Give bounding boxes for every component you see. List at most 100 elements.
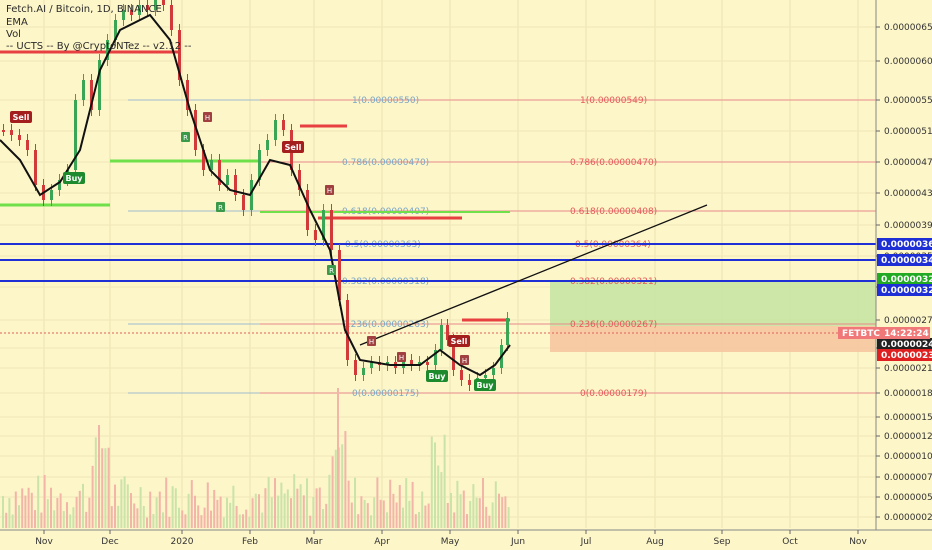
volume-bar — [261, 512, 264, 528]
candle-body — [170, 5, 173, 30]
volume-bar — [488, 515, 491, 528]
x-tick-label: Feb — [242, 537, 258, 547]
volume-bar — [286, 489, 289, 528]
marker-r-label: R — [218, 204, 223, 212]
candle-body — [418, 362, 421, 365]
volume-bar — [350, 502, 353, 528]
x-tick-label: Nov — [35, 537, 53, 547]
volume-bar — [392, 493, 395, 528]
price-box — [877, 349, 932, 361]
volume-bar — [312, 496, 315, 528]
volume-bar — [139, 487, 142, 528]
volume-bar — [386, 512, 388, 528]
volume-bar — [296, 488, 299, 528]
volume-bar — [85, 511, 88, 528]
sell-signal-box — [282, 141, 304, 153]
volume-bar — [354, 477, 356, 528]
volume-bar — [360, 496, 363, 528]
volume-bar — [328, 474, 331, 528]
candle-body — [484, 375, 487, 378]
x-tick-label: Sep — [714, 537, 731, 547]
volume-bar — [136, 508, 139, 528]
candle-body — [282, 120, 285, 130]
volume-bar — [411, 481, 414, 528]
candle-body — [50, 190, 53, 200]
price-box-label: 0.00000322 — [881, 275, 932, 285]
volume-bar — [427, 503, 430, 528]
fib-label-left: 0(0.00000175) — [352, 389, 419, 399]
volume-bar — [78, 490, 81, 528]
buy-signal-box — [63, 172, 85, 184]
volume-bar — [120, 479, 123, 528]
volume-bar — [466, 514, 468, 528]
volume-bar — [402, 507, 404, 528]
candle-body — [26, 140, 29, 150]
candle-body — [186, 80, 189, 110]
candle-body — [106, 40, 109, 60]
marker-h-label: H — [399, 354, 404, 362]
volume-bar — [98, 425, 100, 528]
volume-bar — [69, 514, 72, 528]
trendline — [359, 204, 708, 346]
volume-bar — [277, 495, 280, 528]
ticker-box — [838, 327, 930, 339]
x-tick-label: Nov — [849, 537, 867, 547]
sell-signal-box — [448, 335, 470, 347]
volume-bar — [194, 495, 196, 528]
volume-bar — [21, 488, 24, 528]
candle-body — [386, 362, 389, 365]
volume-bar — [334, 449, 337, 528]
marker-h — [397, 352, 406, 362]
volume-bar — [203, 507, 206, 528]
volume-bar — [475, 497, 478, 528]
volume-bar — [187, 493, 190, 528]
volume-bar — [107, 447, 110, 528]
sell-signal-label: Sell — [13, 113, 30, 122]
ticker-countdown: 14:22:24 — [884, 329, 929, 339]
fib-label-right: 0.236(0.00000267) — [570, 320, 657, 330]
buy-signal-label: Buy — [428, 372, 446, 381]
volume-bar — [395, 502, 398, 528]
volume-bar — [168, 516, 171, 528]
volume-bar — [315, 488, 318, 528]
volume-bar — [318, 487, 321, 528]
candle-body — [242, 195, 245, 210]
volume-bar — [258, 494, 260, 528]
x-tick-label: Oct — [782, 537, 798, 547]
volume-bar — [222, 517, 225, 528]
volume-bar — [213, 489, 216, 528]
marker-h — [367, 336, 376, 346]
volume-bar — [337, 388, 339, 528]
ticker-symbol: FETBTC — [842, 329, 880, 339]
volume-bar — [462, 490, 465, 528]
volume-bar — [453, 512, 456, 528]
volume-bar — [501, 497, 504, 528]
price-box-label: 0.00000366 — [881, 240, 932, 250]
volume-bar — [190, 480, 193, 528]
volume-bar — [27, 487, 30, 528]
candle-body — [194, 110, 197, 150]
volume-bar — [485, 506, 488, 528]
volume-bar — [491, 502, 494, 528]
volume-bar — [158, 491, 161, 528]
candle-body — [426, 362, 429, 365]
candle-body — [122, 10, 125, 20]
marker-h-label: H — [327, 187, 332, 195]
x-tick-label: Apr — [374, 537, 390, 547]
candle-body — [338, 250, 341, 300]
price-box-label: 0.00000230 — [881, 351, 932, 361]
volume-bar — [8, 498, 11, 528]
target-zone — [550, 281, 876, 326]
volume-bar — [370, 515, 372, 528]
indicator-ema: EMA — [6, 17, 28, 28]
fib-label-right: 0.786(0.00000470) — [570, 158, 657, 168]
volume-bar — [18, 505, 20, 528]
price-box — [877, 238, 932, 250]
volume-bar — [456, 480, 459, 528]
price-box-label: 0.00000346 — [881, 256, 932, 266]
marker-r-label: R — [183, 134, 188, 142]
